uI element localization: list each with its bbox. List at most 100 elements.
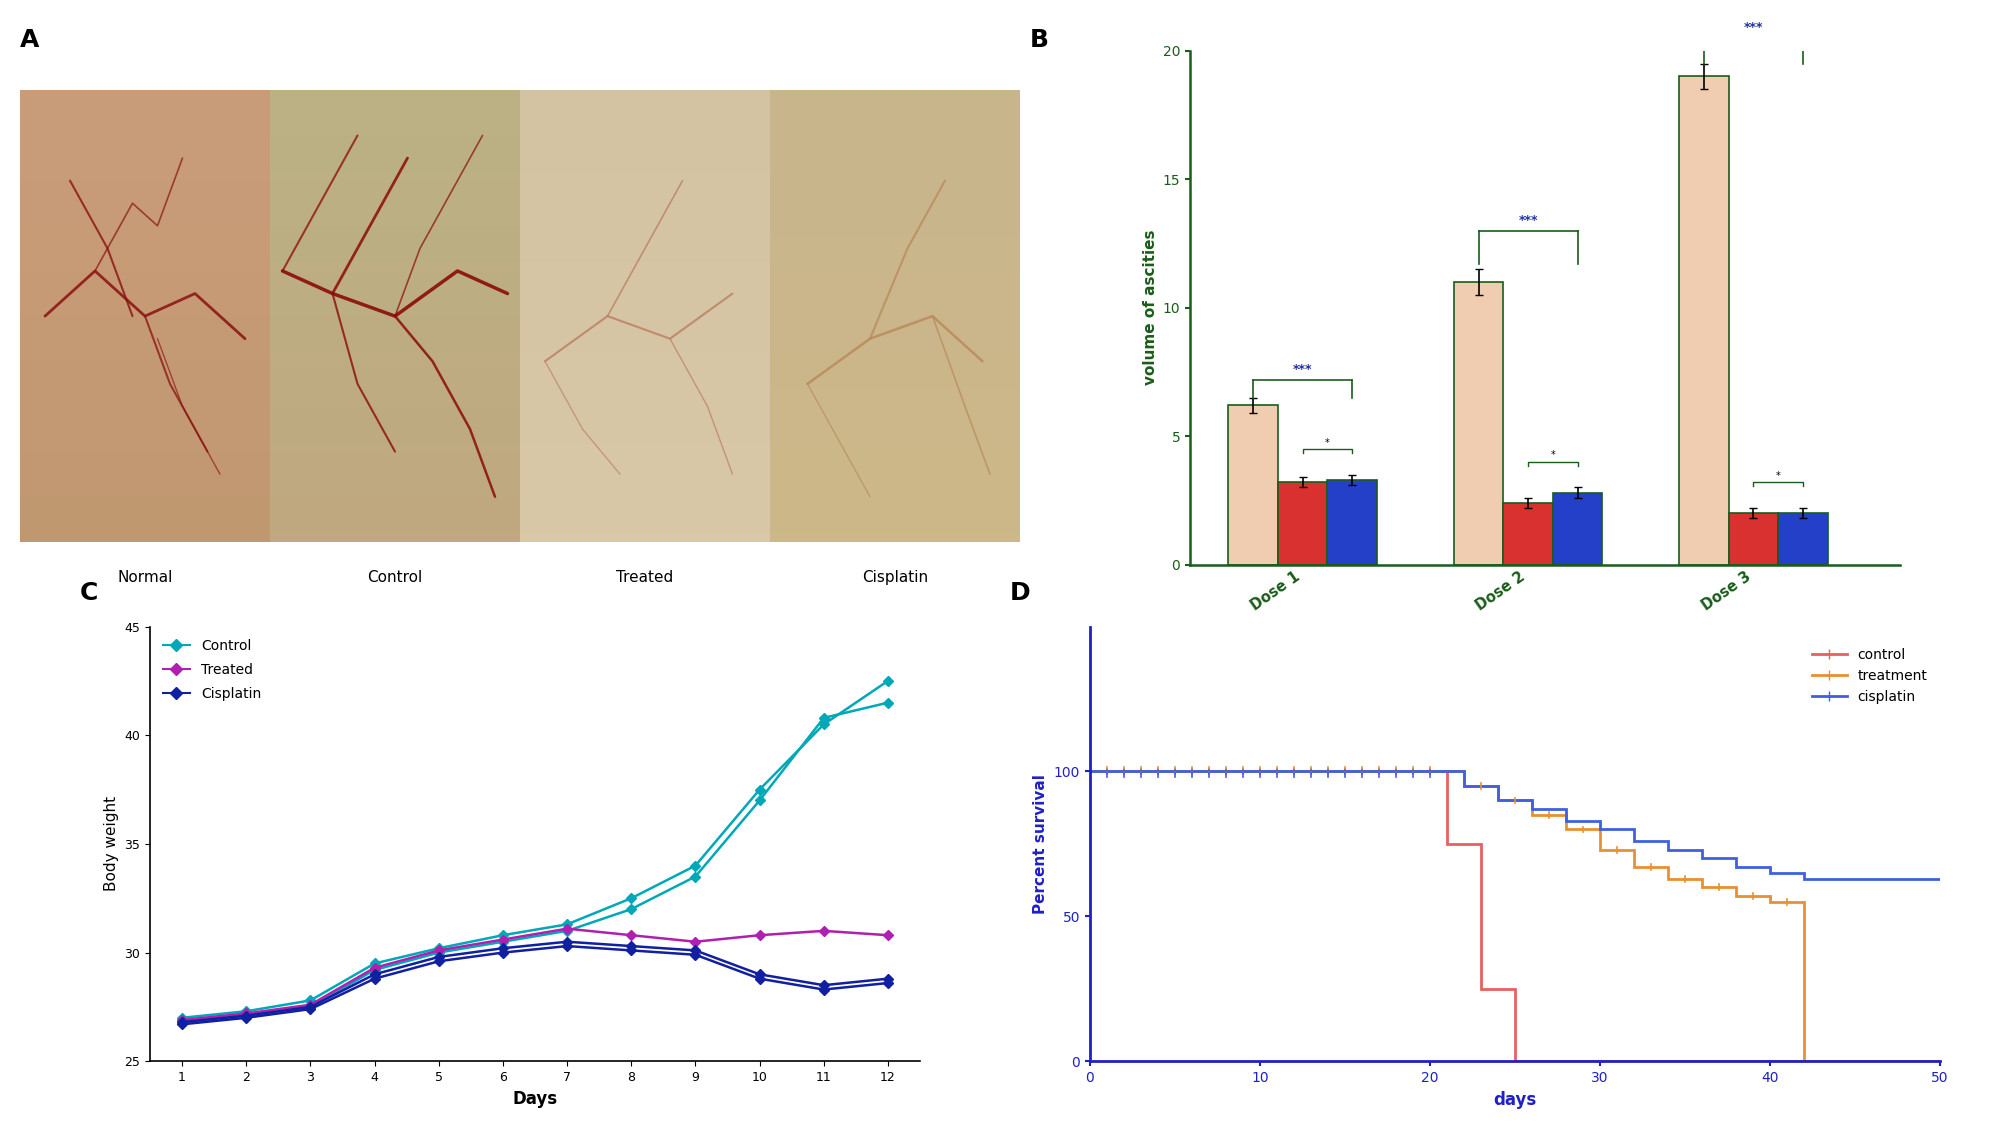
Bar: [270, 488, 520, 497]
treatment: [1554, 823, 1578, 837]
Bar: [520, 135, 770, 145]
Bar: [520, 154, 770, 163]
Control: [876, 674, 900, 688]
Bar: [770, 434, 1020, 443]
Bar: [20, 99, 270, 108]
Bar: [20, 172, 270, 181]
Bar: [770, 506, 1020, 515]
Bar: [770, 145, 1020, 154]
Bar: [770, 190, 1020, 199]
Cisplatin: [234, 1009, 258, 1023]
Bar: [20, 235, 270, 244]
Bar: [520, 361, 770, 370]
Bar: [520, 343, 770, 352]
cisplatin: [1554, 814, 1578, 828]
cisplatin: [1656, 843, 1680, 857]
Line: treatment: treatment: [1090, 771, 1940, 1061]
Bar: [20, 226, 270, 235]
cisplatin: [1622, 823, 1646, 837]
Bar: [270, 235, 520, 244]
Treated: [876, 928, 900, 942]
Bar: [270, 289, 520, 298]
Bar: [270, 298, 520, 307]
Line: Control: Control: [178, 677, 892, 1022]
cisplatin: [1588, 814, 1612, 828]
cisplatin: [1554, 803, 1578, 816]
Bar: [770, 181, 1020, 190]
Bar: [770, 172, 1020, 181]
Bar: [270, 135, 520, 145]
Bar: [520, 226, 770, 235]
treatment: [1724, 890, 1748, 903]
Bar: [520, 126, 770, 135]
Bar: [20, 343, 270, 352]
Bar: [520, 99, 770, 108]
cisplatin: [1792, 866, 1816, 879]
Bar: [20, 397, 270, 406]
Bar: [1728, 513, 1778, 564]
Bar: [1778, 513, 1828, 564]
Bar: [770, 298, 1020, 307]
Bar: [770, 271, 1020, 280]
Bar: [520, 533, 770, 542]
Bar: [20, 117, 270, 126]
Bar: [770, 208, 1020, 217]
Line: Cisplatin: Cisplatin: [178, 938, 892, 1025]
Bar: [270, 506, 520, 515]
Bar: [520, 524, 770, 533]
Bar: [270, 388, 520, 397]
cisplatin: [1520, 794, 1544, 807]
Text: ***: ***: [1744, 21, 1764, 34]
Y-axis label: volume of ascities: volume of ascities: [1144, 230, 1158, 385]
Bar: [20, 289, 270, 298]
Control: [490, 928, 514, 942]
treatment: [1588, 843, 1612, 857]
Bar: [20, 280, 270, 289]
Line: control: control: [1090, 771, 1940, 1061]
Treated: [490, 933, 514, 946]
Bar: [270, 334, 520, 343]
Bar: [770, 406, 1020, 415]
Bar: [270, 262, 520, 271]
Bar: [770, 479, 1020, 488]
Bar: [20, 334, 270, 343]
cisplatin: [1690, 843, 1714, 857]
Bar: [520, 271, 770, 280]
Bar: [270, 343, 520, 352]
Bar: [20, 461, 270, 470]
Text: *: *: [1550, 450, 1556, 461]
Bar: [270, 415, 520, 425]
Bar: [20, 425, 270, 434]
Bar: [270, 533, 520, 542]
Bar: [20, 244, 270, 253]
Bar: [20, 434, 270, 443]
Bar: [770, 379, 1020, 388]
Bar: [770, 370, 1020, 379]
Bar: [770, 99, 1020, 108]
Bar: [770, 235, 1020, 244]
control: [1078, 764, 1102, 778]
Bar: [270, 379, 520, 388]
Bar: [20, 497, 270, 506]
treatment: [1078, 764, 1102, 778]
Bar: [520, 208, 770, 217]
Bar: [770, 289, 1020, 298]
Control: [362, 956, 386, 970]
Cisplatin: [426, 951, 450, 964]
cisplatin: [1724, 851, 1748, 865]
Bar: [770, 397, 1020, 406]
control: [1928, 1054, 1952, 1068]
Bar: [20, 316, 270, 325]
treatment: [1690, 881, 1714, 894]
Bar: [770, 226, 1020, 235]
Bar: [20, 506, 270, 515]
Bar: [20, 154, 270, 163]
Cisplatin: [684, 944, 708, 957]
cisplatin: [1452, 764, 1476, 778]
control: [1436, 764, 1460, 778]
Bar: [20, 533, 270, 542]
Control: [234, 1005, 258, 1018]
Bar: [770, 425, 1020, 434]
Text: ***: ***: [1292, 362, 1312, 376]
Bar: [770, 334, 1020, 343]
